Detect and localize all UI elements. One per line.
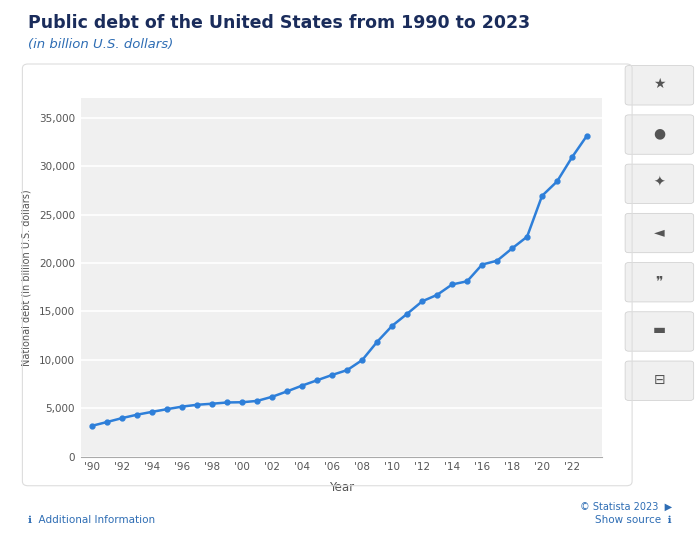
X-axis label: Year: Year [329,481,354,493]
Y-axis label: National debt (in billion U.S. dollars): National debt (in billion U.S. dollars) [22,189,32,366]
Text: ★: ★ [653,77,666,91]
Text: ℹ  Additional Information: ℹ Additional Information [28,515,155,525]
Text: ⊟: ⊟ [654,373,665,387]
Text: © Statista 2023  ▶: © Statista 2023 ▶ [580,502,672,511]
Text: ✦: ✦ [654,176,665,190]
Bar [632,316,688,324]
Text: Public debt of the United States from 1990 to 2023: Public debt of the United States from 19… [28,14,530,32]
Text: ❞: ❞ [656,274,663,288]
Text: (in billion U.S. dollars): (in billion U.S. dollars) [28,38,174,51]
Text: ▬: ▬ [653,323,666,337]
Bar [632,324,688,335]
Text: ◄: ◄ [654,225,665,239]
Bar [632,335,688,342]
Text: ●: ● [653,126,666,141]
Text: Show source  ℹ: Show source ℹ [596,515,672,525]
